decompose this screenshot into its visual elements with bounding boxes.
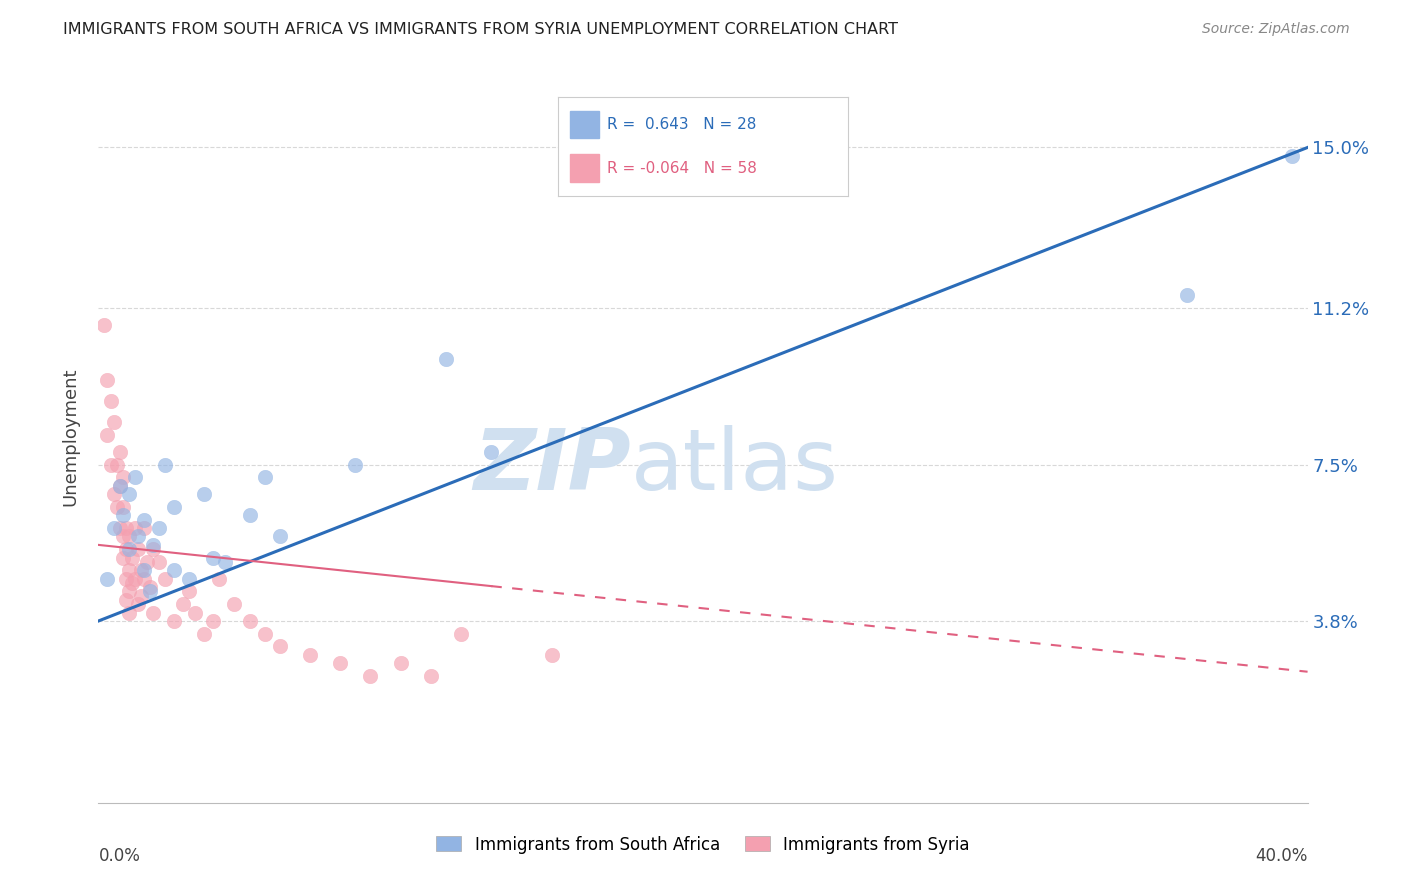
Point xyxy=(114,572,136,586)
Point xyxy=(111,529,134,543)
Point xyxy=(193,487,215,501)
Point xyxy=(124,470,146,484)
Point xyxy=(118,584,141,599)
Point xyxy=(127,597,149,611)
Point xyxy=(163,500,186,514)
Text: ZIP: ZIP xyxy=(472,425,630,508)
Point xyxy=(132,512,155,526)
Point xyxy=(450,626,472,640)
Point xyxy=(172,597,194,611)
Point xyxy=(202,550,225,565)
Point xyxy=(153,572,176,586)
Point xyxy=(121,576,143,591)
Point xyxy=(184,606,207,620)
Point xyxy=(224,597,246,611)
Point xyxy=(129,563,152,577)
Point xyxy=(139,580,162,594)
Point xyxy=(132,563,155,577)
Point xyxy=(253,626,276,640)
Point xyxy=(103,521,125,535)
Point xyxy=(96,373,118,387)
Point xyxy=(108,479,131,493)
Point xyxy=(148,521,170,535)
Point xyxy=(103,487,125,501)
Point xyxy=(124,521,146,535)
Point xyxy=(142,542,165,557)
Point xyxy=(132,572,155,586)
Point xyxy=(129,589,152,603)
Point xyxy=(214,555,236,569)
Point xyxy=(139,584,162,599)
Point xyxy=(434,351,457,366)
Point xyxy=(108,479,131,493)
Point xyxy=(93,318,115,332)
Point xyxy=(420,669,443,683)
Point xyxy=(114,542,136,557)
Point xyxy=(127,529,149,543)
Point xyxy=(163,563,186,577)
Point xyxy=(105,500,128,514)
Point xyxy=(103,415,125,429)
Point xyxy=(360,669,382,683)
Point xyxy=(193,626,215,640)
Point xyxy=(179,584,201,599)
Legend: Immigrants from South Africa, Immigrants from Syria: Immigrants from South Africa, Immigrants… xyxy=(430,829,976,860)
Point xyxy=(142,606,165,620)
Point xyxy=(96,428,118,442)
Point xyxy=(344,458,367,472)
Point xyxy=(121,550,143,565)
Point xyxy=(132,521,155,535)
Point xyxy=(105,458,128,472)
Point xyxy=(111,508,134,523)
Point xyxy=(540,648,562,662)
Point xyxy=(108,445,131,459)
Point xyxy=(118,606,141,620)
Point xyxy=(127,542,149,557)
Point xyxy=(96,572,118,586)
Point xyxy=(153,458,176,472)
Point xyxy=(100,394,122,409)
Point xyxy=(269,529,291,543)
Y-axis label: Unemployment: Unemployment xyxy=(62,368,80,507)
Text: atlas: atlas xyxy=(630,425,838,508)
Point xyxy=(118,563,141,577)
Point xyxy=(111,550,134,565)
Point xyxy=(135,555,157,569)
Text: Source: ZipAtlas.com: Source: ZipAtlas.com xyxy=(1202,22,1350,37)
Point xyxy=(111,470,134,484)
Point xyxy=(118,529,141,543)
Point xyxy=(269,640,291,654)
Point xyxy=(114,592,136,607)
Point xyxy=(179,572,201,586)
Point xyxy=(481,445,503,459)
Text: IMMIGRANTS FROM SOUTH AFRICA VS IMMIGRANTS FROM SYRIA UNEMPLOYMENT CORRELATION C: IMMIGRANTS FROM SOUTH AFRICA VS IMMIGRAN… xyxy=(63,22,898,37)
Point xyxy=(239,614,262,628)
Point xyxy=(208,572,231,586)
Point xyxy=(111,500,134,514)
Point xyxy=(299,648,322,662)
Point xyxy=(389,657,412,671)
Point xyxy=(1281,149,1303,163)
Text: 40.0%: 40.0% xyxy=(1256,847,1308,864)
Point xyxy=(329,657,352,671)
Point xyxy=(108,521,131,535)
Point xyxy=(148,555,170,569)
Point xyxy=(114,521,136,535)
Point xyxy=(124,572,146,586)
Point xyxy=(100,458,122,472)
Text: 0.0%: 0.0% xyxy=(98,847,141,864)
Point xyxy=(1175,288,1198,302)
Point xyxy=(142,538,165,552)
Point xyxy=(118,542,141,557)
Point xyxy=(202,614,225,628)
Point xyxy=(163,614,186,628)
Point xyxy=(118,487,141,501)
Point xyxy=(253,470,276,484)
Point xyxy=(239,508,262,523)
